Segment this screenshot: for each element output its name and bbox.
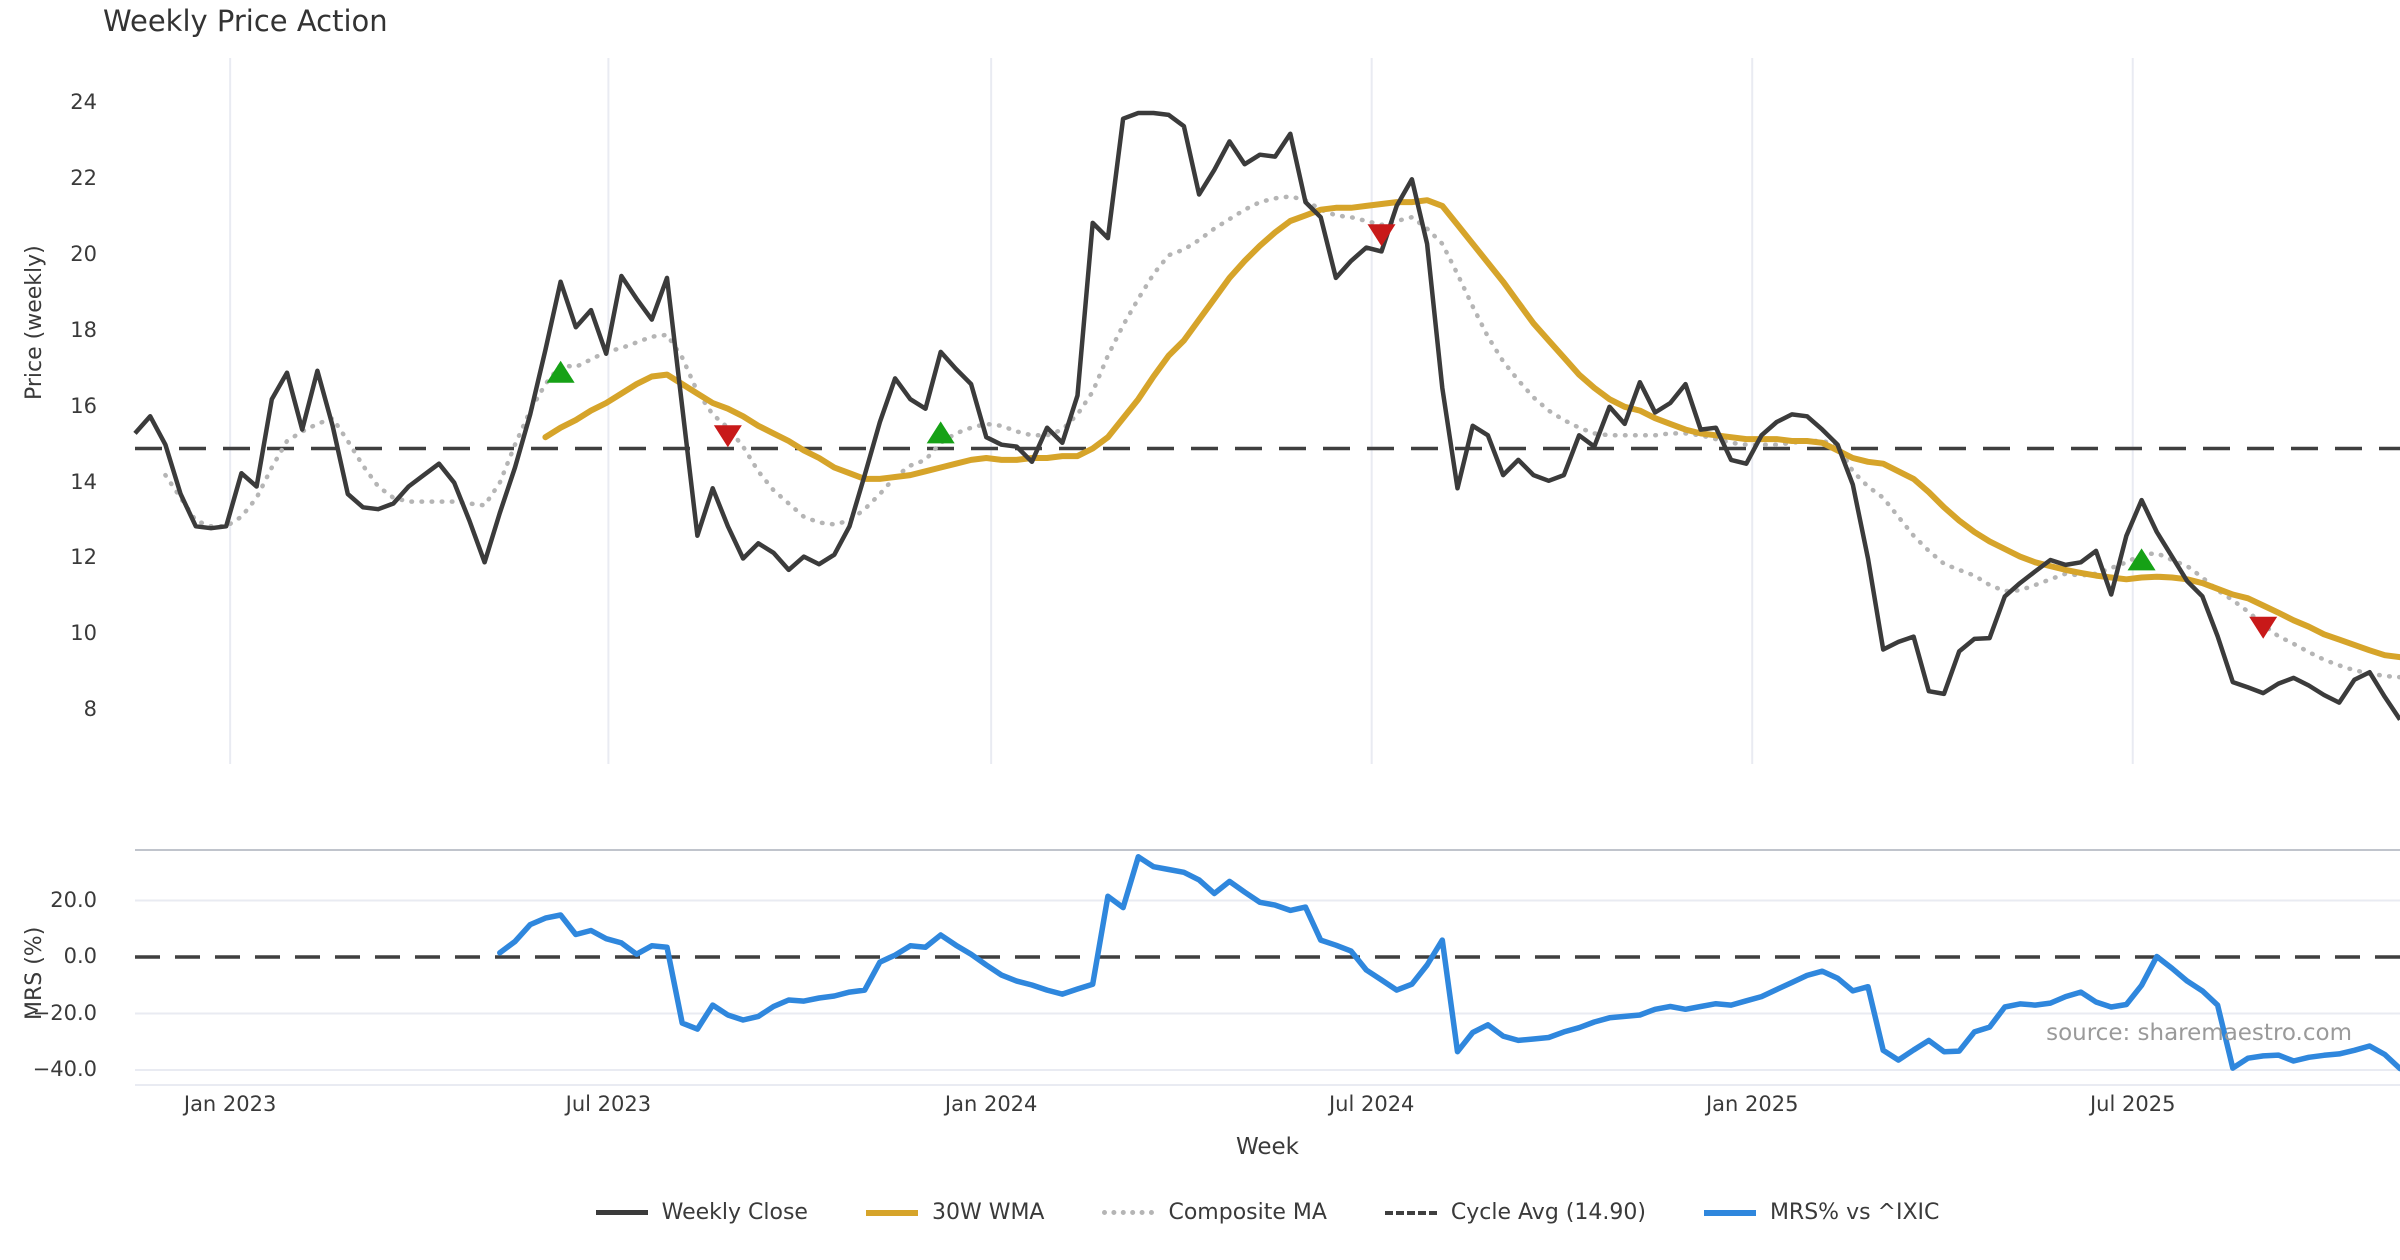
legend-label: Composite MA [1168, 1200, 1327, 1225]
legend-swatch-solid [1703, 1209, 1756, 1216]
price-ytick-24: 24 [70, 90, 97, 115]
source-watermark: source: sharemaestro.com [2046, 1020, 2352, 1046]
xtick-jul-2025: Jul 2025 [2089, 1092, 2176, 1116]
wma-30w-line [542, 197, 2400, 661]
xtick-jul-2024: Jul 2024 [1328, 1092, 1415, 1116]
mrs-ytick--40: −40.0 [32, 1057, 97, 1082]
legend-label: Weekly Close [661, 1200, 808, 1225]
x-axis-title: Week [1235, 1134, 1299, 1160]
price-ytick-20: 20 [70, 242, 97, 267]
mrs-line [497, 854, 2400, 1072]
mrs-ytick--20: −20.0 [32, 1000, 97, 1025]
price-ytick-22: 22 [70, 166, 97, 191]
page-title: Weekly Price Action [103, 4, 388, 38]
weekly-close-line [133, 110, 2400, 721]
legend-label: 30W WMA [931, 1200, 1045, 1225]
price-ytick-18: 18 [70, 317, 97, 342]
chart-legend: Weekly Close 30W WMA Composite MA Cycle Avg… [135, 1200, 2400, 1225]
price-ytick-10: 10 [70, 621, 97, 646]
xtick-jan-2023: Jan 2023 [183, 1092, 277, 1116]
xtick-jan-2025: Jan 2025 [1705, 1092, 1799, 1116]
price-ytick-14: 14 [70, 469, 97, 494]
price-ytick-12: 12 [70, 545, 97, 570]
sell-marker-3 [1367, 224, 1396, 247]
legend-item-1: 30W WMA [865, 1200, 1045, 1225]
legend-item-2: Composite MA [1102, 1200, 1327, 1225]
xtick-jan-2024: Jan 2024 [944, 1092, 1038, 1116]
price-ytick-16: 16 [70, 393, 97, 418]
legend-item-0: Weekly Close [595, 1200, 808, 1225]
price-ytick-8: 8 [83, 697, 97, 722]
legend-swatch-solid [595, 1210, 648, 1215]
composite-ma-line [163, 194, 2400, 680]
legend-swatch-dotted [1102, 1210, 1155, 1215]
legend-swatch-solid [865, 1209, 918, 1216]
buy-marker-4 [2127, 548, 2156, 571]
buy-marker-0 [546, 360, 575, 383]
legend-item-4: MRS% vs ^IXIC [1703, 1200, 1940, 1225]
legend-label: MRS% vs ^IXIC [1769, 1200, 1940, 1225]
legend-label: Cycle Avg (14.90) [1450, 1200, 1646, 1225]
mrs-ytick-0: 0.0 [63, 944, 97, 969]
legend-item-3: Cycle Avg (14.90) [1384, 1200, 1646, 1225]
sell-marker-5 [2249, 616, 2278, 639]
buy-marker-2 [926, 421, 955, 444]
sell-marker-1 [713, 425, 742, 448]
xtick-jul-2023: Jul 2023 [565, 1092, 652, 1116]
mrs-ytick-20: 20.0 [50, 887, 97, 912]
legend-swatch-dashed [1384, 1210, 1437, 1215]
